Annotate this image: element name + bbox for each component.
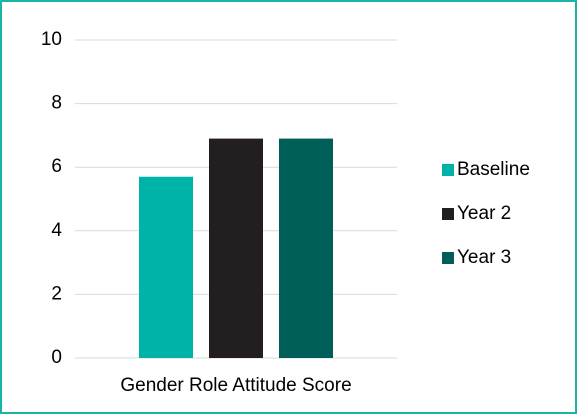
legend-label: Year 3 [457,247,511,268]
y-tick-label: 6 [51,156,62,177]
bar [209,138,263,358]
bar [279,138,333,358]
legend-swatch [442,208,454,220]
legend-label: Baseline [457,159,530,180]
y-tick-label: 0 [51,347,62,368]
y-tick-label: 2 [51,283,62,304]
y-tick-label: 10 [41,29,62,50]
legend-swatch [442,252,454,264]
legend-swatch [442,164,454,176]
bar [139,176,193,358]
y-tick-label: 4 [51,220,62,241]
legend-label: Year 2 [457,203,511,224]
x-tick-label: Gender Role Attitude Score [120,375,351,396]
y-tick-label: 8 [51,93,62,114]
